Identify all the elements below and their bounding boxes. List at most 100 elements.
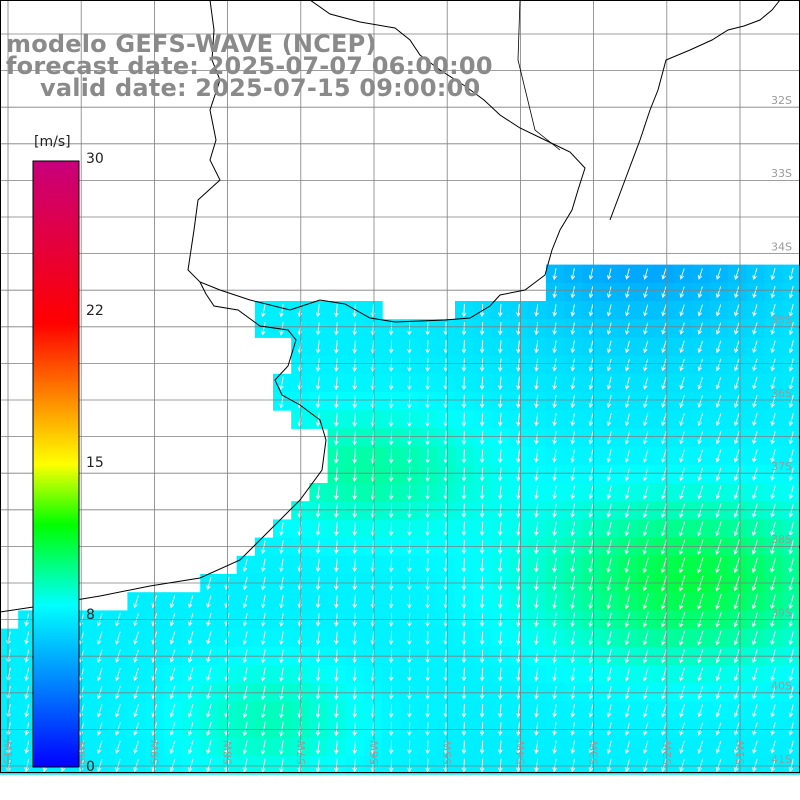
wind-arrow xyxy=(570,630,576,646)
wind-arrow xyxy=(752,467,758,482)
wind-arrow xyxy=(425,321,430,336)
wind-arrow xyxy=(715,485,722,500)
wind-arrow xyxy=(352,412,357,428)
wind-arrow xyxy=(752,485,758,500)
wind-arrow xyxy=(788,394,794,409)
wind-arrow xyxy=(733,521,740,537)
wind-arrow xyxy=(642,593,649,610)
wind-arrow xyxy=(606,521,612,537)
wind-arrow xyxy=(133,667,139,682)
wind-arrow xyxy=(388,558,394,573)
wind-arrow xyxy=(788,467,794,482)
wind-arrow xyxy=(552,503,557,518)
latitude-label: 36S xyxy=(771,387,792,400)
wind-arrow xyxy=(697,322,703,335)
wind-arrow xyxy=(552,758,557,773)
wind-arrow xyxy=(534,485,539,500)
wind-arrow xyxy=(497,485,503,500)
wind-arrow xyxy=(624,630,631,646)
wind-arrow xyxy=(479,376,485,391)
wind-arrow xyxy=(497,376,503,391)
wind-arrow xyxy=(425,412,430,427)
wind-arrow xyxy=(752,376,758,390)
latitude-label: 40S xyxy=(771,680,792,693)
wind-arrow xyxy=(187,685,194,700)
longitude-label: 55W xyxy=(441,740,454,765)
wind-arrow xyxy=(679,503,686,519)
wind-arrow xyxy=(534,557,539,573)
longitude-label: 51W xyxy=(734,740,747,765)
wind-arrow xyxy=(479,521,485,537)
wind-arrow xyxy=(24,722,30,736)
wind-arrow xyxy=(388,740,394,755)
wind-arrow xyxy=(334,340,339,354)
wind-arrow xyxy=(570,557,576,573)
wind-arrow xyxy=(752,322,758,335)
wind-arrow xyxy=(788,758,794,773)
wind-arrow xyxy=(279,703,284,719)
wind-arrow xyxy=(770,358,776,372)
wind-arrow xyxy=(770,485,776,500)
wind-arrow xyxy=(570,413,576,427)
wind-arrow xyxy=(497,394,503,409)
wind-arrow xyxy=(279,721,284,737)
wind-arrow xyxy=(242,685,248,700)
wind-arrow xyxy=(606,358,612,372)
wind-arrow xyxy=(624,557,631,574)
wind-arrow xyxy=(679,376,685,390)
wind-arrow xyxy=(352,521,357,537)
wind-arrow xyxy=(315,558,321,573)
wind-arrow xyxy=(625,286,630,299)
wind-arrow xyxy=(407,758,412,773)
wind-arrow xyxy=(661,485,667,500)
wind-arrow xyxy=(734,286,740,299)
wind-arrow xyxy=(479,358,485,372)
wind-arrow xyxy=(78,722,85,736)
wind-arrow xyxy=(388,412,394,428)
wind-arrow xyxy=(497,503,503,518)
wind-arrow xyxy=(643,758,649,773)
wind-arrow xyxy=(479,467,485,482)
wind-arrow xyxy=(679,449,685,463)
wind-arrow xyxy=(751,557,758,574)
wind-arrow xyxy=(552,557,557,573)
wind-arrow xyxy=(715,322,722,335)
wind-arrow xyxy=(697,467,704,482)
wind-arrow xyxy=(570,722,575,736)
wind-arrow xyxy=(552,722,557,736)
wind-arrow xyxy=(388,376,394,391)
wind-arrow xyxy=(516,740,521,755)
wind-arrow xyxy=(497,558,503,573)
wind-arrow xyxy=(733,740,740,754)
wind-arrow xyxy=(752,503,758,518)
wind-arrow xyxy=(334,740,339,755)
wind-arrow xyxy=(516,322,521,336)
wind-arrow xyxy=(479,631,485,646)
wind-arrow xyxy=(788,740,794,755)
wind-arrow xyxy=(461,358,467,372)
wind-arrow xyxy=(534,340,539,354)
wind-arrow xyxy=(96,722,103,736)
wind-arrow xyxy=(352,321,357,336)
wind-arrow xyxy=(770,376,776,390)
wind-arrow xyxy=(624,758,631,773)
wind-arrow xyxy=(334,703,339,719)
longitude-label: 54W xyxy=(514,740,527,765)
wind-arrow xyxy=(115,704,121,718)
wind-arrow xyxy=(606,557,612,574)
wind-arrow xyxy=(734,304,740,317)
wind-arrow xyxy=(78,686,85,700)
wind-arrow xyxy=(497,704,503,718)
wind-arrow xyxy=(788,704,794,718)
wind-arrow xyxy=(552,304,557,317)
wind-arrow xyxy=(407,376,412,391)
longitude-label: 53W xyxy=(588,740,601,765)
wind-arrow xyxy=(187,740,194,755)
wind-arrow xyxy=(570,340,576,354)
wind-arrow xyxy=(534,503,539,518)
wind-arrow xyxy=(661,304,667,317)
wind-arrow xyxy=(588,685,594,700)
wind-arrow xyxy=(334,394,339,409)
wind-arrow xyxy=(479,722,485,737)
wind-arrow xyxy=(606,667,612,682)
